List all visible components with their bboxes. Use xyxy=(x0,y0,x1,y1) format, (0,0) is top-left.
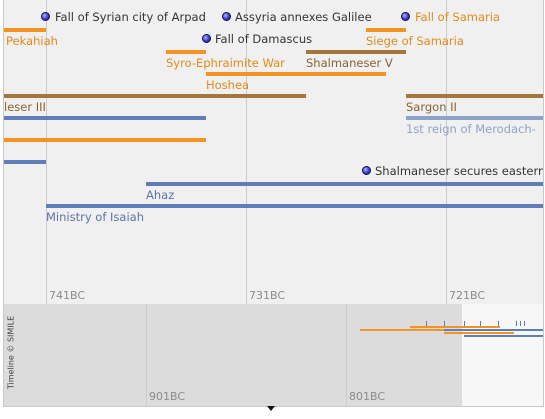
duration-isaiah-label[interactable]: Ministry of Isaiah xyxy=(46,210,144,224)
duration-pekahiah-bar[interactable] xyxy=(4,28,46,32)
duration-hoshea-bar[interactable] xyxy=(206,72,386,76)
duration-unlabeled-short-blue-bar[interactable] xyxy=(4,160,46,164)
overview-event-tick xyxy=(444,321,445,326)
overview-band[interactable]: 901BC 801BC xyxy=(4,304,543,406)
duration-tiglath-pileser-bar[interactable] xyxy=(4,94,306,98)
simile-credit-text[interactable]: Timeline © SIMILE xyxy=(6,315,16,390)
gridline-721bc xyxy=(446,0,447,304)
timeline-widget[interactable]: Fall of Syrian city of Arpad Assyria ann… xyxy=(3,0,544,407)
event-arpad-label[interactable]: Fall of Syrian city of Arpad xyxy=(55,10,206,24)
duration-sargon-ii-bar[interactable] xyxy=(406,94,543,98)
gridline-731bc xyxy=(246,0,247,304)
duration-siege-samaria-label[interactable]: Siege of Samaria xyxy=(366,34,464,48)
overview-event-tick xyxy=(516,321,517,326)
duration-siege-samaria-bar[interactable] xyxy=(366,28,406,32)
duration-shalmaneser-v-bar[interactable] xyxy=(306,50,406,54)
event-galilee-label[interactable]: Assyria annexes Galilee xyxy=(235,10,372,24)
tick-label-721bc: 721BC xyxy=(449,289,486,302)
event-marker-icon[interactable] xyxy=(401,12,410,21)
overview-bar xyxy=(464,335,543,337)
overview-event-tick xyxy=(520,321,521,326)
tick-label-731bc: 731BC xyxy=(249,289,286,302)
gridline-901bc xyxy=(146,304,147,406)
duration-shalmaneser-v-label[interactable]: Shalmaneser V xyxy=(306,56,393,70)
overview-bar xyxy=(360,329,504,331)
overview-bar xyxy=(444,329,543,331)
duration-isaiah-bar[interactable] xyxy=(46,204,543,208)
duration-pekahiah-label[interactable]: Pekahiah xyxy=(6,34,58,48)
duration-sargon-ii-label[interactable]: Sargon II xyxy=(406,100,457,114)
detail-band[interactable]: Fall of Syrian city of Arpad Assyria ann… xyxy=(4,0,543,304)
gridline-801bc xyxy=(346,304,347,406)
overview-event-tick xyxy=(498,321,499,326)
simile-credit[interactable]: Timeline © SIMILE xyxy=(4,304,18,406)
tick-label-801bc: 801BC xyxy=(349,390,386,403)
overview-bar xyxy=(410,326,500,328)
duration-hoshea-label[interactable]: Hoshea xyxy=(206,78,250,92)
duration-ahaz-bar[interactable] xyxy=(146,182,543,186)
event-damascus-label[interactable]: Fall of Damascus xyxy=(215,32,313,46)
event-shalmaneser-east-label[interactable]: Shalmaneser secures eastern xyxy=(375,164,543,178)
overview-event-tick xyxy=(464,321,465,326)
duration-syro-ephraimite-bar[interactable] xyxy=(166,50,206,54)
duration-syro-ephraimite-label[interactable]: Syro-Ephraimite War xyxy=(166,56,285,70)
scroll-down-arrow-icon[interactable] xyxy=(267,406,275,411)
overview-bar xyxy=(444,332,514,334)
duration-unlabeled-blue-bar[interactable] xyxy=(4,116,206,120)
tick-label-901bc: 901BC xyxy=(149,390,186,403)
duration-merodach-bar[interactable] xyxy=(406,116,543,120)
duration-merodach-label[interactable]: 1st reign of Merodach- xyxy=(406,122,536,136)
overview-event-tick xyxy=(426,321,427,326)
overview-event-tick xyxy=(524,321,525,326)
duration-tiglath-pileser-label[interactable]: leser III xyxy=(4,100,46,114)
event-marker-icon[interactable] xyxy=(222,12,231,21)
event-marker-icon[interactable] xyxy=(202,34,211,43)
event-marker-icon[interactable] xyxy=(362,166,371,175)
tick-label-741bc: 741BC xyxy=(49,289,86,302)
event-fall-samaria-label[interactable]: Fall of Samaria xyxy=(415,10,500,24)
duration-ahaz-label[interactable]: Ahaz xyxy=(146,188,175,202)
event-marker-icon[interactable] xyxy=(41,12,50,21)
overview-event-tick xyxy=(480,321,481,326)
overview-highlight xyxy=(462,304,543,406)
gridline-741bc xyxy=(46,0,47,304)
duration-unlabeled-orange-bar[interactable] xyxy=(4,138,206,142)
